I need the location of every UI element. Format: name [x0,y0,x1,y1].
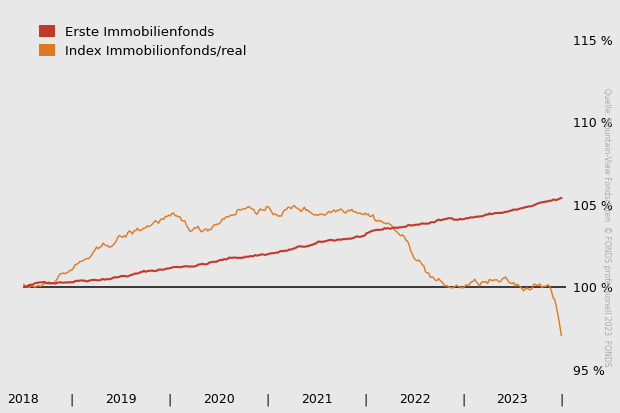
Text: Quelle: Mountain-View Fondsdaten  © FONDS professionell 2023  FONDS: Quelle: Mountain-View Fondsdaten © FONDS… [601,88,611,366]
Legend: Erste Immobilienfonds, Index Immobilionfonds/real: Erste Immobilienfonds, Index Immobilionf… [35,21,250,61]
